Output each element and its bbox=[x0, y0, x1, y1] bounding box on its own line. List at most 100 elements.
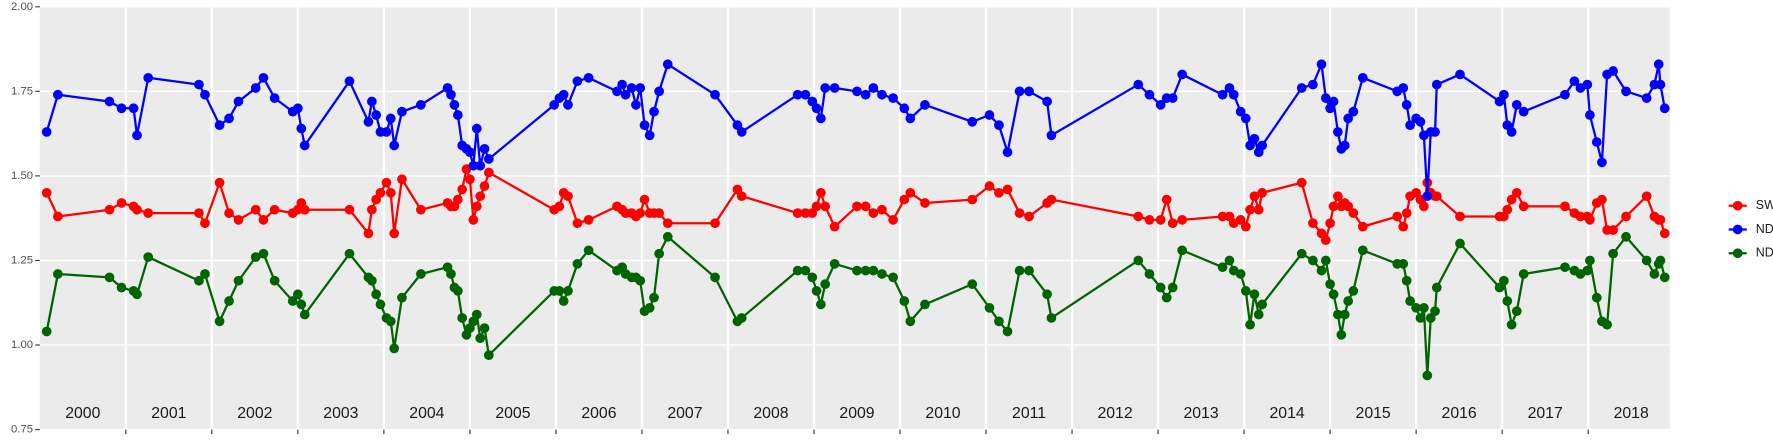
data-point bbox=[1560, 89, 1570, 100]
data-point bbox=[1506, 127, 1517, 137]
year-label: 2007 bbox=[667, 405, 702, 422]
data-point bbox=[41, 127, 52, 137]
data-point bbox=[1316, 265, 1327, 276]
data-point bbox=[1655, 255, 1666, 266]
year-label: 2014 bbox=[1270, 405, 1305, 422]
data-point bbox=[1245, 319, 1255, 330]
data-point bbox=[1316, 59, 1327, 70]
data-point bbox=[984, 110, 995, 120]
data-point bbox=[449, 100, 460, 110]
data-point bbox=[852, 201, 862, 212]
data-point bbox=[1659, 272, 1670, 283]
data-point bbox=[1415, 313, 1426, 323]
data-point bbox=[1405, 296, 1415, 306]
legend: SWIR NDVI NDWI bbox=[1728, 198, 1773, 259]
data-point bbox=[583, 72, 594, 83]
data-point bbox=[710, 218, 720, 229]
data-point bbox=[1641, 93, 1652, 103]
data-point bbox=[1002, 326, 1013, 337]
data-point bbox=[635, 275, 646, 286]
data-point bbox=[1046, 130, 1057, 141]
data-point bbox=[194, 79, 204, 90]
data-point bbox=[1401, 100, 1412, 110]
year-label: 2004 bbox=[409, 405, 444, 422]
data-point bbox=[200, 269, 210, 279]
data-point bbox=[1320, 93, 1331, 103]
year-label: 2009 bbox=[839, 405, 874, 422]
data-point bbox=[1296, 177, 1307, 188]
data-point bbox=[558, 296, 569, 306]
data-point bbox=[1415, 116, 1426, 127]
data-point bbox=[116, 282, 127, 293]
data-point bbox=[984, 302, 995, 313]
data-point bbox=[471, 123, 482, 134]
data-point bbox=[1431, 282, 1442, 293]
data-point bbox=[792, 265, 803, 276]
data-point bbox=[1177, 215, 1188, 225]
data-point bbox=[1585, 215, 1595, 225]
data-point bbox=[631, 100, 641, 110]
year-label: 2012 bbox=[1097, 405, 1132, 422]
data-point bbox=[1253, 309, 1264, 320]
data-point bbox=[371, 110, 382, 120]
data-point bbox=[877, 89, 887, 100]
data-point bbox=[800, 265, 811, 276]
data-point bbox=[363, 116, 374, 127]
data-point bbox=[612, 86, 622, 97]
data-point bbox=[1144, 89, 1155, 100]
data-point bbox=[583, 245, 594, 256]
data-point bbox=[1249, 133, 1260, 144]
data-point bbox=[626, 83, 637, 93]
data-point bbox=[800, 208, 811, 218]
data-point bbox=[1024, 265, 1034, 276]
data-point bbox=[471, 201, 482, 212]
data-point bbox=[250, 252, 261, 262]
data-point bbox=[1506, 194, 1517, 205]
data-point bbox=[1046, 313, 1057, 323]
data-point bbox=[446, 269, 456, 279]
data-point bbox=[1325, 218, 1335, 229]
data-point bbox=[736, 191, 747, 202]
data-point bbox=[1422, 370, 1433, 381]
data-point bbox=[868, 208, 879, 218]
data-point bbox=[457, 313, 468, 323]
year-label: 2017 bbox=[1528, 405, 1563, 422]
data-point bbox=[1328, 201, 1339, 212]
data-point bbox=[662, 59, 673, 70]
data-point bbox=[1569, 76, 1580, 87]
year-label: 2001 bbox=[151, 405, 186, 422]
data-point bbox=[905, 113, 916, 124]
data-point bbox=[654, 86, 665, 97]
data-point bbox=[654, 248, 665, 259]
data-point bbox=[920, 100, 930, 110]
data-point bbox=[233, 275, 244, 286]
data-point bbox=[583, 215, 594, 225]
data-point bbox=[984, 181, 995, 191]
panel-background bbox=[39, 6, 1670, 430]
data-point bbox=[344, 204, 355, 215]
data-point bbox=[1228, 89, 1239, 100]
data-point bbox=[852, 86, 862, 97]
data-point bbox=[877, 269, 887, 279]
data-point bbox=[1249, 191, 1260, 202]
data-point bbox=[1348, 286, 1359, 296]
data-point bbox=[293, 103, 303, 114]
axes: 0.75 1.00 1.25 1.50 1.75 2.00 2000 2001 2002 2003… bbox=[11, 1, 1649, 436]
data-point bbox=[296, 123, 307, 134]
data-point bbox=[381, 127, 392, 137]
data-point bbox=[1155, 215, 1166, 225]
data-point bbox=[200, 218, 210, 229]
data-point bbox=[453, 286, 463, 296]
data-point bbox=[620, 89, 631, 100]
data-point bbox=[899, 103, 910, 114]
data-point bbox=[1014, 208, 1025, 218]
data-point bbox=[1336, 330, 1347, 340]
data-point bbox=[1518, 201, 1529, 212]
data-point bbox=[344, 248, 355, 259]
data-point bbox=[1455, 238, 1465, 249]
data-point bbox=[250, 83, 261, 93]
data-point bbox=[1240, 286, 1251, 296]
data-point bbox=[1144, 215, 1155, 225]
data-point bbox=[1506, 319, 1517, 330]
data-point bbox=[287, 296, 298, 306]
